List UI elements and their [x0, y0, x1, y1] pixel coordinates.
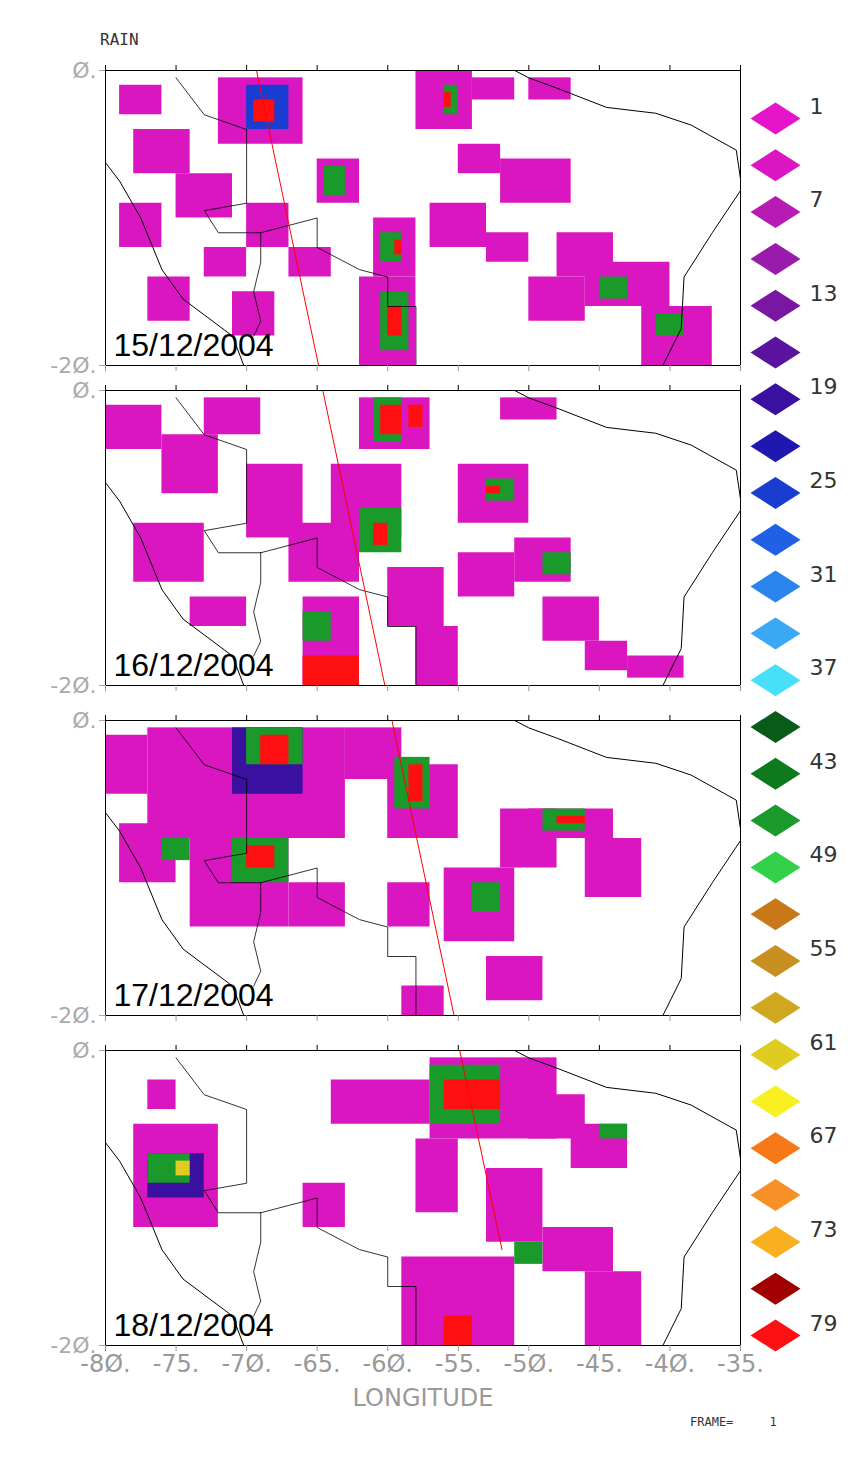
svg-text:-5Ø.: -5Ø. — [504, 1350, 554, 1378]
svg-text:16/12/2004: 16/12/2004 — [114, 647, 274, 683]
svg-text:-35.: -35. — [717, 1350, 764, 1378]
svg-text:13: 13 — [810, 281, 838, 306]
svg-text:37: 37 — [810, 655, 838, 680]
svg-text:19: 19 — [810, 374, 838, 399]
svg-text:67: 67 — [810, 1123, 838, 1148]
svg-text:-65.: -65. — [294, 1350, 341, 1378]
svg-text:Ø.: Ø. — [72, 58, 96, 83]
svg-text:-2Ø.: -2Ø. — [50, 673, 96, 698]
svg-text:1: 1 — [810, 94, 824, 119]
svg-text:-2Ø.: -2Ø. — [50, 1003, 96, 1028]
svg-text:Ø.: Ø. — [72, 1038, 96, 1063]
svg-text:-45.: -45. — [576, 1350, 623, 1378]
svg-text:25: 25 — [810, 468, 838, 493]
svg-text:Ø.: Ø. — [72, 708, 96, 733]
svg-text:49: 49 — [810, 842, 838, 867]
svg-text:-2Ø.: -2Ø. — [50, 353, 96, 378]
svg-text:-8Ø.: -8Ø. — [80, 1349, 131, 1378]
svg-text:Ø.: Ø. — [72, 378, 96, 403]
svg-text:18/12/2004: 18/12/2004 — [114, 1307, 274, 1343]
svg-text:-7Ø.: -7Ø. — [221, 1350, 271, 1378]
svg-text:-6Ø.: -6Ø. — [362, 1350, 412, 1378]
svg-text:17/12/2004: 17/12/2004 — [114, 977, 274, 1013]
svg-text:73: 73 — [810, 1217, 838, 1242]
svg-text:-75.: -75. — [153, 1350, 200, 1378]
svg-text:-55.: -55. — [435, 1350, 482, 1378]
svg-text:43: 43 — [810, 749, 838, 774]
svg-text:15/12/2004: 15/12/2004 — [114, 327, 274, 363]
svg-text:61: 61 — [810, 1030, 838, 1055]
svg-text:-2Ø.: -2Ø. — [50, 1333, 96, 1358]
svg-text:-4Ø.: -4Ø. — [645, 1350, 695, 1378]
svg-text:LONGITUDE: LONGITUDE — [353, 1384, 494, 1412]
svg-text:79: 79 — [810, 1311, 838, 1336]
html-text:RAIN: RAIN — [100, 30, 139, 49]
svg-text:31: 31 — [810, 562, 838, 587]
svg-text:55: 55 — [810, 936, 838, 961]
svg-text:7: 7 — [810, 187, 824, 212]
html-text:FRAME= 1: FRAME= 1 — [690, 1415, 777, 1429]
